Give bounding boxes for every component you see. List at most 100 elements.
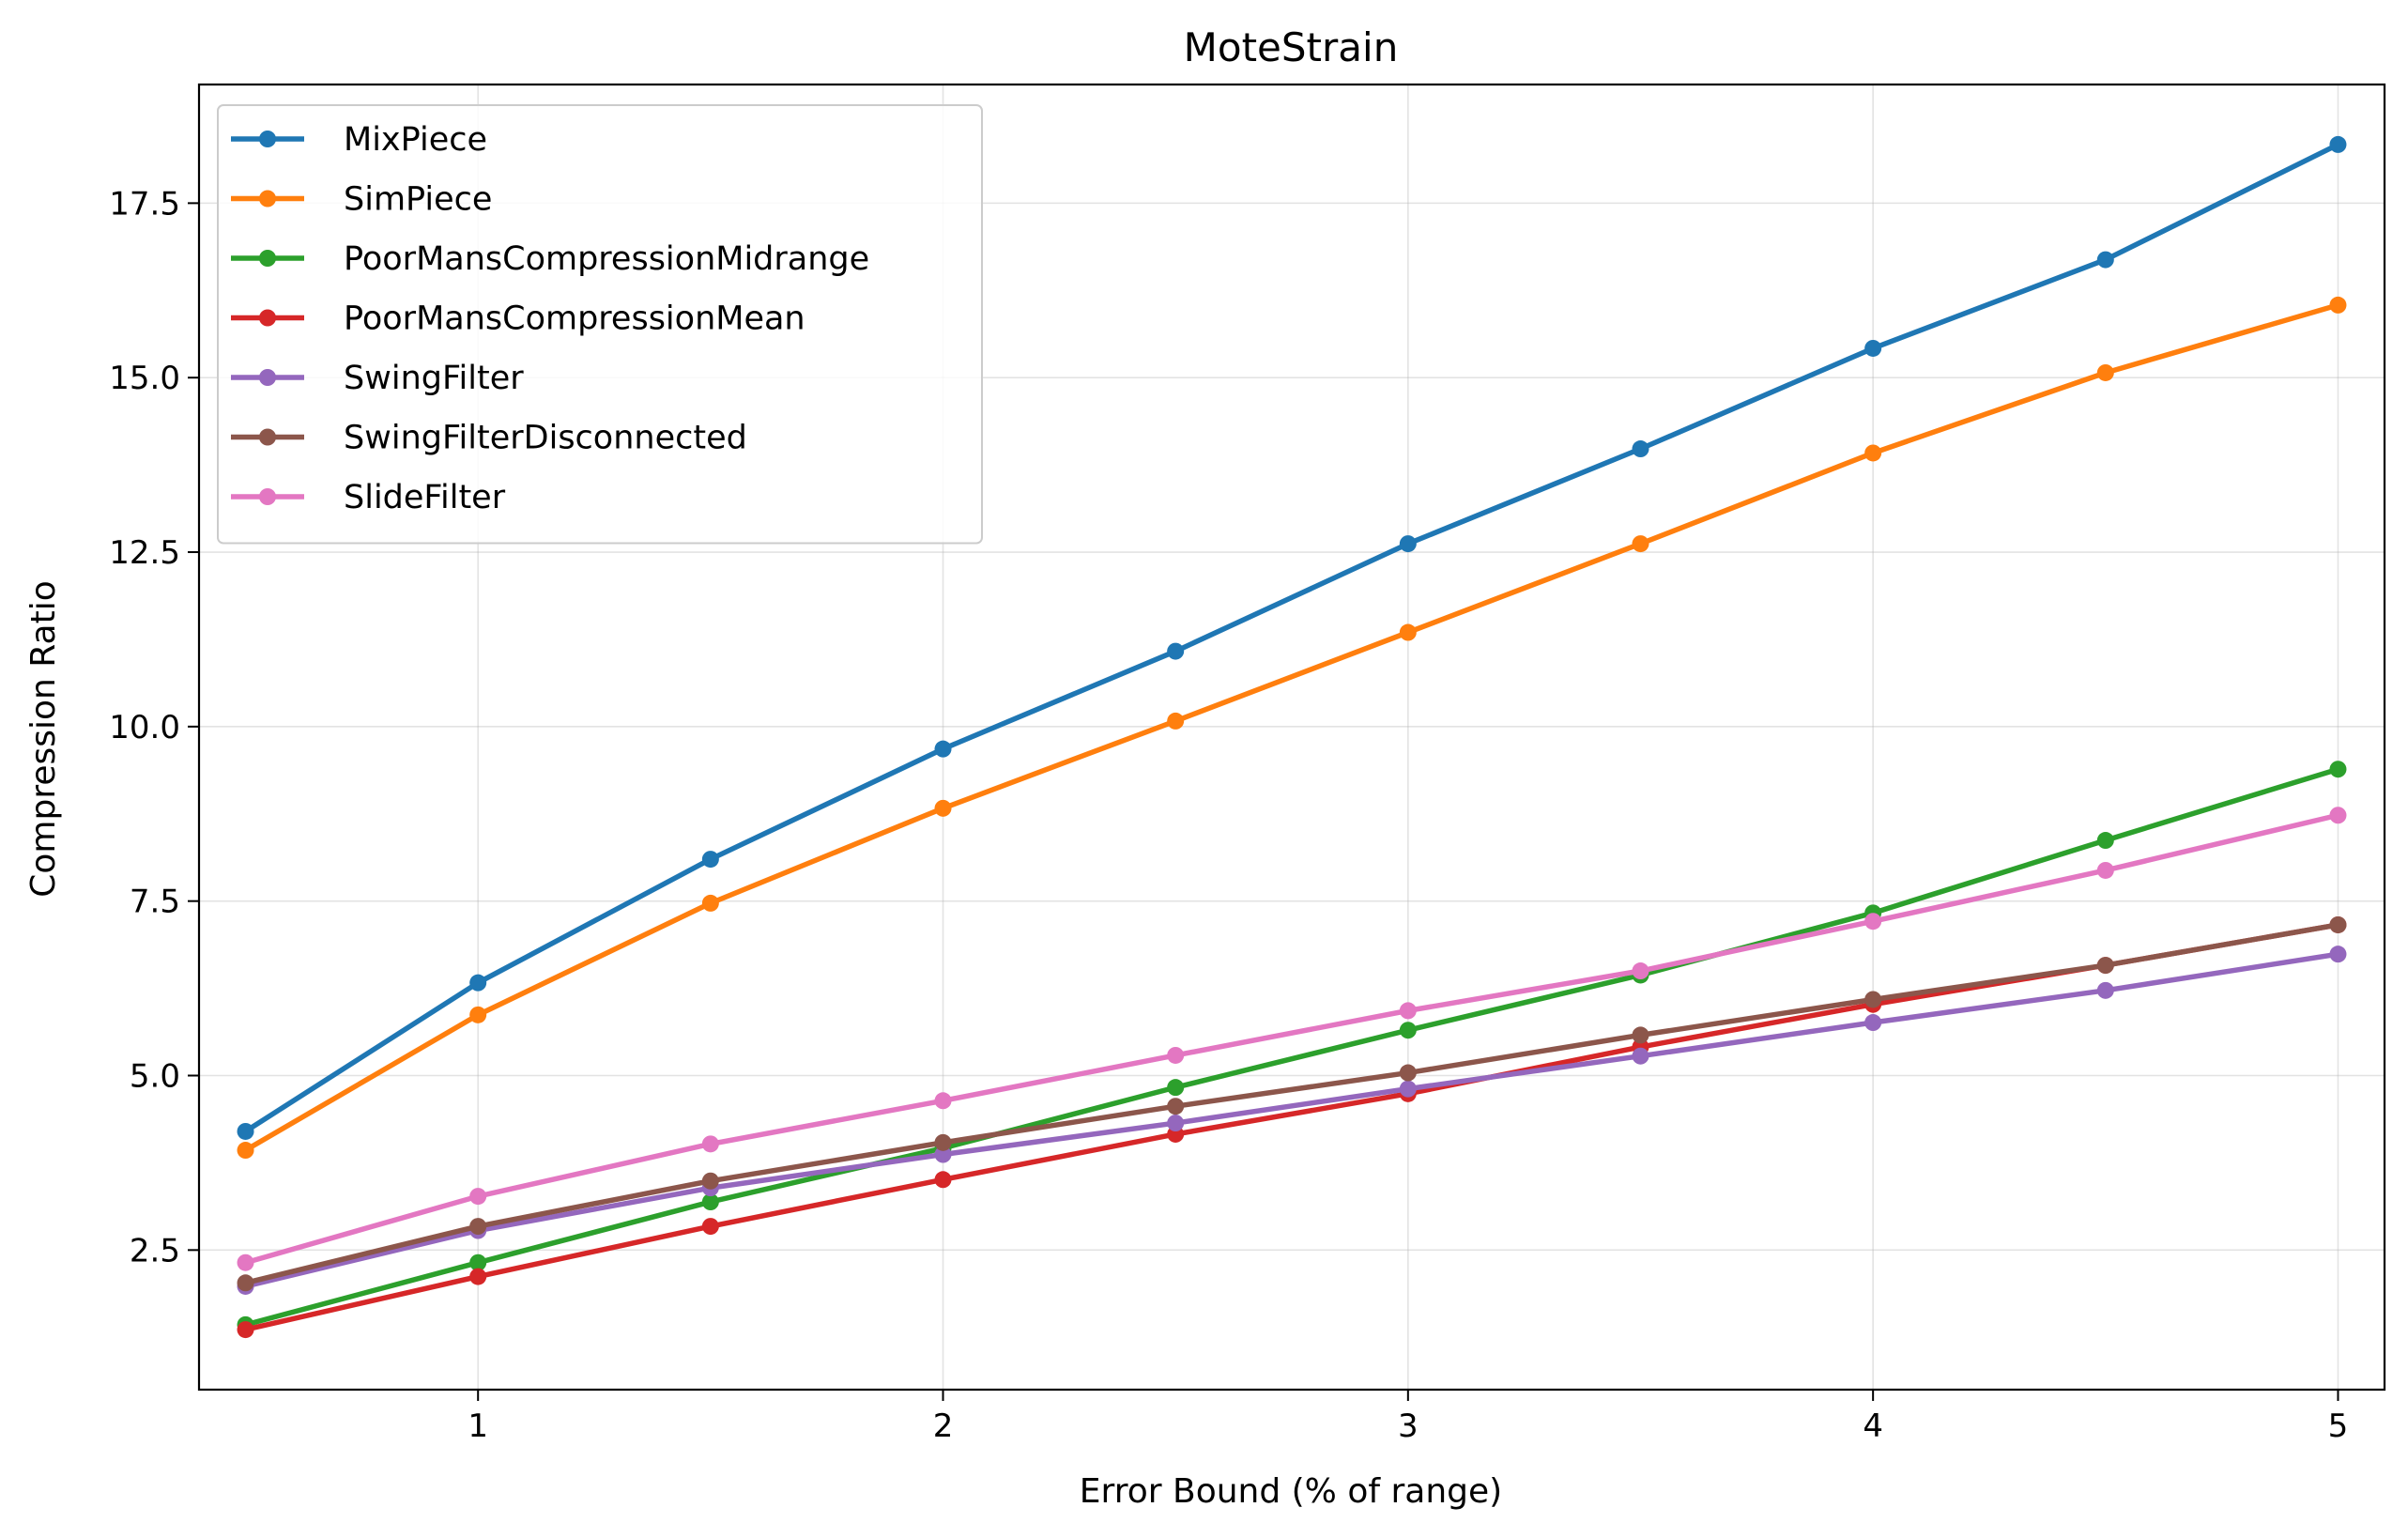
legend-item: SimPiece xyxy=(231,181,492,219)
data-point xyxy=(1632,1047,1649,1065)
legend-label: SwingFilter xyxy=(344,360,524,397)
x-axis-label: Error Bound (% of range) xyxy=(1080,1472,1502,1511)
data-point xyxy=(237,1122,254,1140)
data-point xyxy=(701,1172,719,1190)
data-point xyxy=(1864,339,1882,357)
data-point xyxy=(237,1253,254,1271)
data-point xyxy=(2096,981,2114,999)
x-tick-label: 2 xyxy=(933,1407,954,1445)
data-point xyxy=(934,1092,952,1110)
data-point xyxy=(237,1321,254,1339)
data-point xyxy=(934,740,952,758)
y-tick-label: 5.0 xyxy=(130,1058,180,1096)
data-point xyxy=(1632,1026,1649,1044)
series-line xyxy=(242,302,2341,1153)
legend-box xyxy=(217,104,983,545)
legend-label: MixPiece xyxy=(344,121,487,159)
series-simpiece xyxy=(237,296,2347,1160)
data-point xyxy=(2096,363,2114,381)
data-point xyxy=(1399,1022,1417,1039)
data-point xyxy=(469,1253,487,1271)
data-point xyxy=(1167,1079,1185,1097)
legend-label: SlideFilter xyxy=(344,479,506,516)
data-point xyxy=(934,1171,952,1189)
data-point xyxy=(1399,623,1417,641)
data-point xyxy=(2096,861,2114,879)
data-point xyxy=(1167,1115,1185,1132)
data-point xyxy=(469,1006,487,1023)
data-point xyxy=(1167,712,1185,730)
series-line xyxy=(242,951,2341,1289)
legend-item: PoorMansCompressionMidrange xyxy=(231,240,869,278)
series-swingfilterdisconnected xyxy=(237,915,2347,1292)
axis-ticks: 1 2 3 4 5 2.5 5.0 7.5 10.0 12.5 15.0 17.5 xyxy=(109,185,2348,1445)
data-point xyxy=(1399,1080,1417,1098)
x-tick-label: 4 xyxy=(1863,1407,1883,1445)
y-tick-label: 15.0 xyxy=(109,360,180,397)
series-swingfilter xyxy=(237,946,2347,1295)
data-point xyxy=(934,1146,952,1163)
data-point xyxy=(1399,1064,1417,1082)
series-line xyxy=(242,812,2341,1266)
plot-series xyxy=(237,135,2347,1339)
data-point xyxy=(1167,642,1185,660)
data-point xyxy=(469,1218,487,1236)
plot-frame xyxy=(197,83,2386,1392)
series-line xyxy=(242,142,2341,1134)
data-point xyxy=(469,1188,487,1206)
series-slidefilter xyxy=(237,807,2347,1271)
data-point xyxy=(2329,761,2347,778)
data-point xyxy=(1632,440,1649,458)
series-line xyxy=(242,922,2341,1286)
x-tick-label: 1 xyxy=(468,1407,488,1445)
data-point xyxy=(1864,1014,1882,1032)
data-point xyxy=(1399,535,1417,553)
legend-swatch-marker xyxy=(259,369,276,386)
data-point xyxy=(701,1193,719,1211)
series-mixpiece xyxy=(237,135,2347,1140)
x-tick-label: 5 xyxy=(2328,1407,2349,1445)
legend-label: PoorMansCompressionMidrange xyxy=(344,240,869,278)
series-line xyxy=(242,766,2341,1328)
data-point xyxy=(701,851,719,869)
legend-swatch-marker xyxy=(259,190,276,208)
data-point xyxy=(2329,915,2347,933)
data-point xyxy=(2096,251,2114,269)
data-point xyxy=(934,1133,952,1151)
legend-item: MixPiece xyxy=(231,121,487,159)
data-point xyxy=(1632,535,1649,553)
legend-item: SwingFilterDisconnected xyxy=(231,420,747,457)
data-point xyxy=(1632,962,1649,980)
data-point xyxy=(1864,913,1882,930)
grid-lines xyxy=(199,85,2385,1390)
y-tick-label: 2.5 xyxy=(130,1232,180,1269)
data-point xyxy=(2329,296,2347,314)
data-point xyxy=(1399,1002,1417,1020)
chart-title: MoteStrain xyxy=(1184,24,1399,70)
y-axis-label: Compression Ratio xyxy=(24,580,63,897)
data-point xyxy=(469,974,487,992)
legend: MixPiece SimPiece PoorMansCompressionMidra… xyxy=(217,104,983,545)
data-point xyxy=(469,1268,487,1285)
data-point xyxy=(1167,1046,1185,1064)
data-point xyxy=(1167,1098,1185,1115)
x-tick-label: 3 xyxy=(1398,1407,1419,1445)
data-point xyxy=(2329,946,2347,963)
data-point xyxy=(701,894,719,912)
legend-swatch-marker xyxy=(259,428,276,446)
y-tick-label: 7.5 xyxy=(130,884,180,921)
data-point xyxy=(2329,135,2347,153)
legend-swatch-marker xyxy=(259,309,276,327)
data-point xyxy=(1864,444,1882,462)
legend-item: PoorMansCompressionMean xyxy=(231,300,805,338)
data-point xyxy=(237,1274,254,1292)
legend-swatch-marker xyxy=(259,250,276,267)
data-point xyxy=(2329,807,2347,824)
legend-swatch-marker xyxy=(259,131,276,147)
legend-label: SwingFilterDisconnected xyxy=(344,420,747,457)
data-point xyxy=(701,1218,719,1236)
legend-label: SimPiece xyxy=(344,181,492,219)
data-point xyxy=(1864,991,1882,1008)
y-tick-label: 17.5 xyxy=(109,185,180,223)
data-point xyxy=(2096,832,2114,850)
